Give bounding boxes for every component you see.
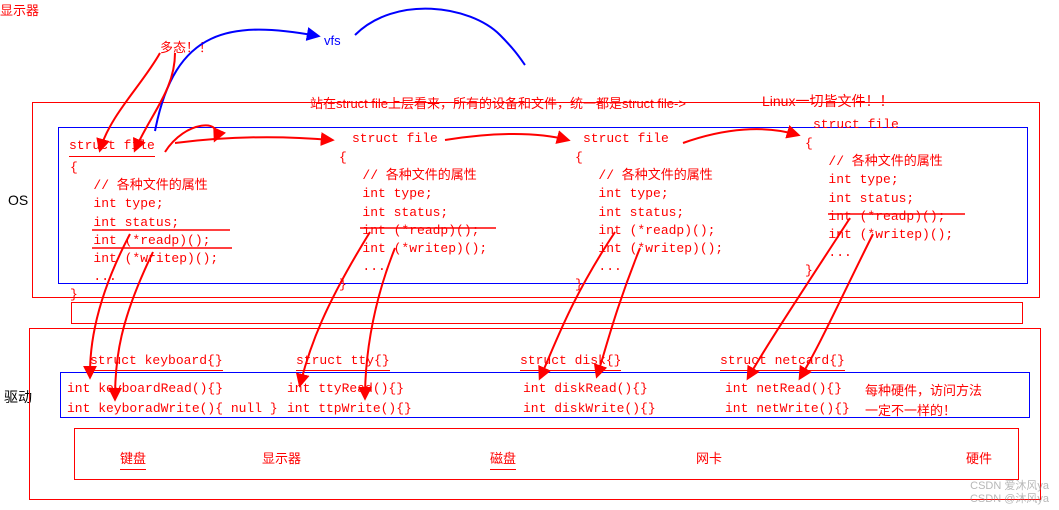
sf-header-4: struct file: [813, 116, 899, 134]
drv-note1: 每种硬件，访问方法: [865, 380, 982, 399]
bridge-box: [71, 302, 1023, 324]
kb-title: struct keyboard{}: [90, 352, 223, 371]
disk-l2: int diskWrite(){}: [523, 400, 656, 418]
hw-kb: 键盘: [120, 448, 146, 470]
tty-l2: int ttpWrite(){}: [287, 400, 412, 418]
poly-label: 多态！！: [160, 37, 212, 56]
sf-body-1: { // 各种文件的属性 int type; int status; int (…: [70, 159, 218, 305]
tty-title: struct tty{}: [296, 352, 390, 371]
sf-body-4: { // 各种文件的属性 int type; int status; int (…: [805, 135, 953, 281]
driver-label: 驱动: [4, 387, 32, 407]
sf-header-1: struct file: [69, 137, 155, 157]
kb-l2: int keyboradWrite(){ null }: [67, 400, 278, 418]
disk-l1: int diskRead(){}: [523, 380, 648, 398]
watermark: CSDN 爱沐风ya CSDN @沐风ya: [970, 480, 1049, 506]
sf-body-3: { // 各种文件的属性 int type; int status; int (…: [575, 149, 723, 295]
vfs-label: vfs: [324, 33, 341, 48]
net-l2: int netWrite(){}: [725, 400, 850, 418]
sf-body-2: { // 各种文件的属性 int type; int status; int (…: [339, 149, 487, 295]
tty-l1: int ttyRead(){}: [287, 380, 404, 398]
wm-l2: CSDN @沐风ya: [970, 493, 1049, 506]
kb-l1: int keyboardRead(){}: [67, 380, 223, 398]
wm-l1: CSDN 爱沐风ya: [970, 480, 1049, 493]
sf-header-3: struct file: [583, 130, 669, 148]
drv-note2: 一定不一样的！: [865, 400, 956, 419]
hardware-box: [74, 428, 1019, 480]
hw-disk: 磁盘: [490, 448, 516, 470]
net-l1: int netRead(){}: [725, 380, 842, 398]
sf-header-2: struct file: [352, 130, 438, 148]
hw-net: 网卡: [696, 448, 722, 467]
hw-mon: 显示器: [0, 0, 39, 21]
hw-title: 硬件: [966, 448, 992, 467]
os-label: OS: [8, 192, 28, 208]
disk-title: struct disk{}: [520, 352, 621, 371]
net-title: struct netcard{}: [720, 352, 845, 371]
hw-mon2: 显示器: [262, 448, 301, 467]
